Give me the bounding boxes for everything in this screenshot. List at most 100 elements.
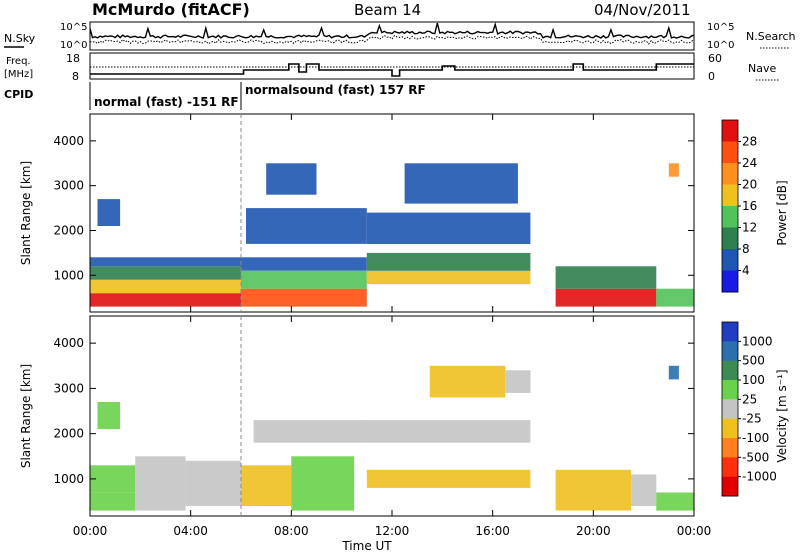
power-colorbar-tick-label: 20 — [742, 178, 757, 192]
nsky-strip: N.Sky 10^5 10^0 10^5 10^0 N.Search — [4, 21, 796, 51]
velocity-colorbar-tick-label: -25 — [742, 412, 762, 426]
velocity-data-block — [253, 420, 367, 443]
power-ytick-label: 3000 — [53, 179, 84, 193]
nsearch-line — [89, 34, 695, 45]
velocity-data-block — [291, 456, 355, 511]
power-colorbar-segment — [722, 184, 738, 207]
velocity-data-block — [631, 474, 657, 507]
beam-title: Beam 14 — [354, 1, 421, 19]
power-colorbar-segment — [722, 141, 738, 164]
freq-unit: [MHz] — [4, 69, 33, 80]
cpid-segment-2: normalsound (fast) 157 RF — [245, 83, 426, 97]
power-data-block — [656, 288, 695, 307]
power-data-block — [90, 257, 241, 267]
x-tick-label: 12:00 — [375, 524, 410, 538]
velocity-colorbar-segment — [722, 380, 738, 400]
power-colorbar-segment — [722, 249, 738, 271]
velocity-data — [90, 365, 695, 511]
power-data-block — [366, 212, 531, 244]
velocity-ytick-label: 3000 — [53, 381, 84, 395]
velocity-data-block — [505, 370, 531, 393]
nsky-frame — [89, 21, 695, 51]
velocity-data-block — [366, 420, 531, 443]
velocity-colorbar-tick-label: -1000 — [742, 470, 777, 484]
velocity-colorbar-tick-label: -500 — [742, 450, 769, 464]
velocity-colorbar-tick-label: -100 — [742, 431, 769, 445]
power-colorbar-tick-label: 24 — [742, 156, 757, 170]
velocity-colorbar-segment — [722, 457, 738, 478]
freq-label: Freq. — [6, 56, 31, 67]
power-data-block — [241, 270, 367, 289]
power-colorbar-tick-label: 16 — [742, 199, 757, 213]
freq-tick-low: 8 — [72, 70, 79, 83]
velocity-data-block — [90, 465, 136, 493]
cpid-strip: CPID normal (fast) -151 RF normalsound (… — [4, 82, 426, 110]
power-panel: 4000 3000 2000 1000 Slant Range [km] 28 24 20… — [19, 113, 789, 313]
power-colorbar-segment — [722, 206, 738, 228]
velocity-colorbar-segment — [722, 360, 738, 381]
velocity-data-block — [429, 365, 506, 398]
power-ytick-label: 2000 — [53, 223, 84, 237]
velocity-colorbar-segment — [722, 322, 738, 342]
velocity-colorbar-tick-label: 100 — [742, 373, 765, 387]
velocity-data-block — [656, 492, 695, 511]
power-data-block — [555, 288, 657, 307]
velocity-data-block — [241, 465, 292, 506]
velocity-data-block — [90, 492, 136, 511]
nave-tick-high: 60 — [708, 52, 722, 65]
velocity-data-block — [366, 469, 531, 488]
velocity-colorbar-segment — [722, 418, 738, 439]
velocity-data-block — [185, 460, 241, 506]
power-data-block — [366, 252, 531, 271]
velocity-colorbar-segment — [722, 399, 738, 420]
nsearch-tick-high: 10^5 — [707, 22, 734, 33]
power-data-block — [241, 257, 367, 271]
power-data — [90, 163, 695, 307]
freq-strip: Freq. [MHz] 18 8 60 0 Nave — [4, 52, 780, 83]
freq-tick-high: 18 — [66, 52, 80, 65]
station-title: McMurdo (fitACF) — [92, 0, 250, 19]
velocity-data-block — [668, 365, 679, 380]
power-data-block — [266, 163, 317, 195]
date-title: 04/Nov/2011 — [594, 1, 691, 19]
power-data-block — [366, 270, 531, 285]
power-ylabel: Slant Range [km] — [19, 161, 33, 265]
power-colorbar-tick-label: 12 — [742, 221, 757, 235]
nave-tick-low: 0 — [708, 70, 715, 83]
power-data-block — [555, 266, 657, 289]
velocity-colorbar-tick-label: 500 — [742, 354, 765, 368]
velocity-ytick-label: 2000 — [53, 427, 84, 441]
nsky-label: N.Sky — [4, 32, 36, 45]
velocity-colorbar-segment — [722, 341, 738, 362]
power-colorbar-tick-label: 28 — [742, 135, 757, 149]
velocity-ytick-label: 1000 — [53, 472, 84, 486]
power-colorbar-segment — [722, 163, 738, 185]
cpid-segment-1: normal (fast) -151 RF — [94, 95, 239, 109]
velocity-colorbar-label: Velocity [m s⁻¹] — [775, 369, 789, 462]
power-data-block — [241, 288, 367, 307]
velocity-colorbar-segment — [722, 438, 738, 458]
velocity-colorbar-tick-label: 25 — [742, 392, 757, 406]
nsky-line — [89, 22, 695, 39]
x-tick-label: 20:00 — [576, 524, 611, 538]
power-data-block — [90, 293, 241, 307]
velocity-data-block — [135, 456, 186, 511]
power-data-block — [668, 163, 679, 177]
nsky-tick-low: 10^0 — [60, 40, 87, 51]
velocity-panel: 4000 3000 2000 1000 Slant Range [km] 1000 50… — [19, 315, 789, 517]
power-colorbar-segment — [722, 120, 738, 142]
nave-label: Nave — [748, 62, 776, 75]
x-tick-label: 00:00 — [73, 524, 108, 538]
power-ytick-label: 4000 — [53, 134, 84, 148]
freq-frame — [89, 52, 695, 80]
nsearch-tick-low: 10^0 — [707, 40, 734, 51]
power-data-block — [404, 163, 518, 204]
power-colorbar-segment — [722, 227, 738, 250]
velocity-colorbar-tick-label: 1000 — [742, 334, 773, 348]
velocity-data-block — [555, 469, 632, 511]
nsearch-label: N.Search — [746, 30, 796, 43]
freq-line — [90, 63, 694, 77]
power-data-block — [90, 266, 241, 280]
power-colorbar-label: Power [dB] — [775, 180, 789, 245]
power-data-block — [97, 199, 121, 226]
